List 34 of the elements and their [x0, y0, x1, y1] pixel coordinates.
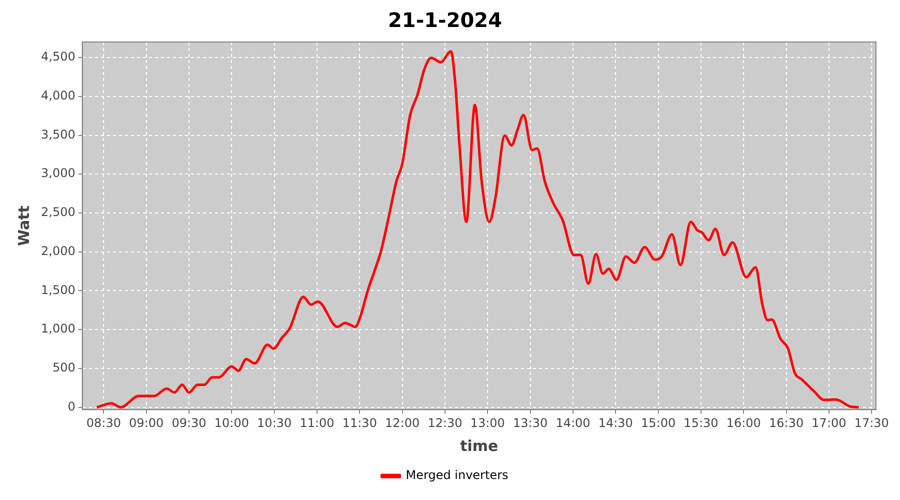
y-tick-label: 500: [52, 360, 76, 375]
x-tick-label: 17:00: [812, 416, 846, 430]
y-tick-label: 0: [68, 399, 76, 414]
x-tick-label: 10:00: [214, 416, 249, 430]
x-tick-label: 14:00: [556, 416, 590, 430]
x-tick-label: 08:30: [86, 416, 121, 430]
legend-label: Merged inverters: [406, 468, 508, 482]
y-tick-label: 3,500: [40, 127, 76, 142]
x-tick-label: 15:00: [641, 416, 676, 430]
x-axis-title: time: [460, 436, 498, 455]
x-tick-label: 17:30: [854, 416, 889, 430]
x-tick-label: 11:30: [342, 416, 377, 430]
x-tick-label: 16:00: [726, 416, 761, 430]
x-tick-label: 13:00: [470, 416, 505, 430]
y-tick-label: 1,000: [40, 322, 76, 336]
x-tick-label: 12:00: [385, 416, 420, 430]
x-tick-label: 11:00: [300, 416, 334, 430]
y-tick-label: 3,000: [40, 166, 76, 180]
y-tick-label: 2,500: [40, 205, 76, 220]
x-tick-label: 10:30: [257, 416, 292, 430]
y-tick-label: 1,500: [40, 282, 76, 297]
x-tick-label: 14:30: [598, 416, 633, 430]
x-tick-label: 09:00: [129, 416, 164, 430]
chart-title: 21-1-2024: [388, 8, 502, 32]
x-tick-label: 15:30: [684, 416, 718, 430]
y-axis-title: Watt: [14, 206, 33, 246]
y-tick-label: 4,500: [40, 50, 76, 64]
y-tick-label: 2,000: [40, 244, 76, 258]
y-tick-label: 4,000: [40, 88, 76, 103]
line-series: [96, 50, 860, 409]
x-tick-label: 16:30: [769, 416, 804, 430]
x-tick-label: 12:30: [428, 416, 462, 430]
x-tick-label: 13:30: [513, 416, 548, 430]
x-tick-label: 09:30: [172, 416, 206, 430]
